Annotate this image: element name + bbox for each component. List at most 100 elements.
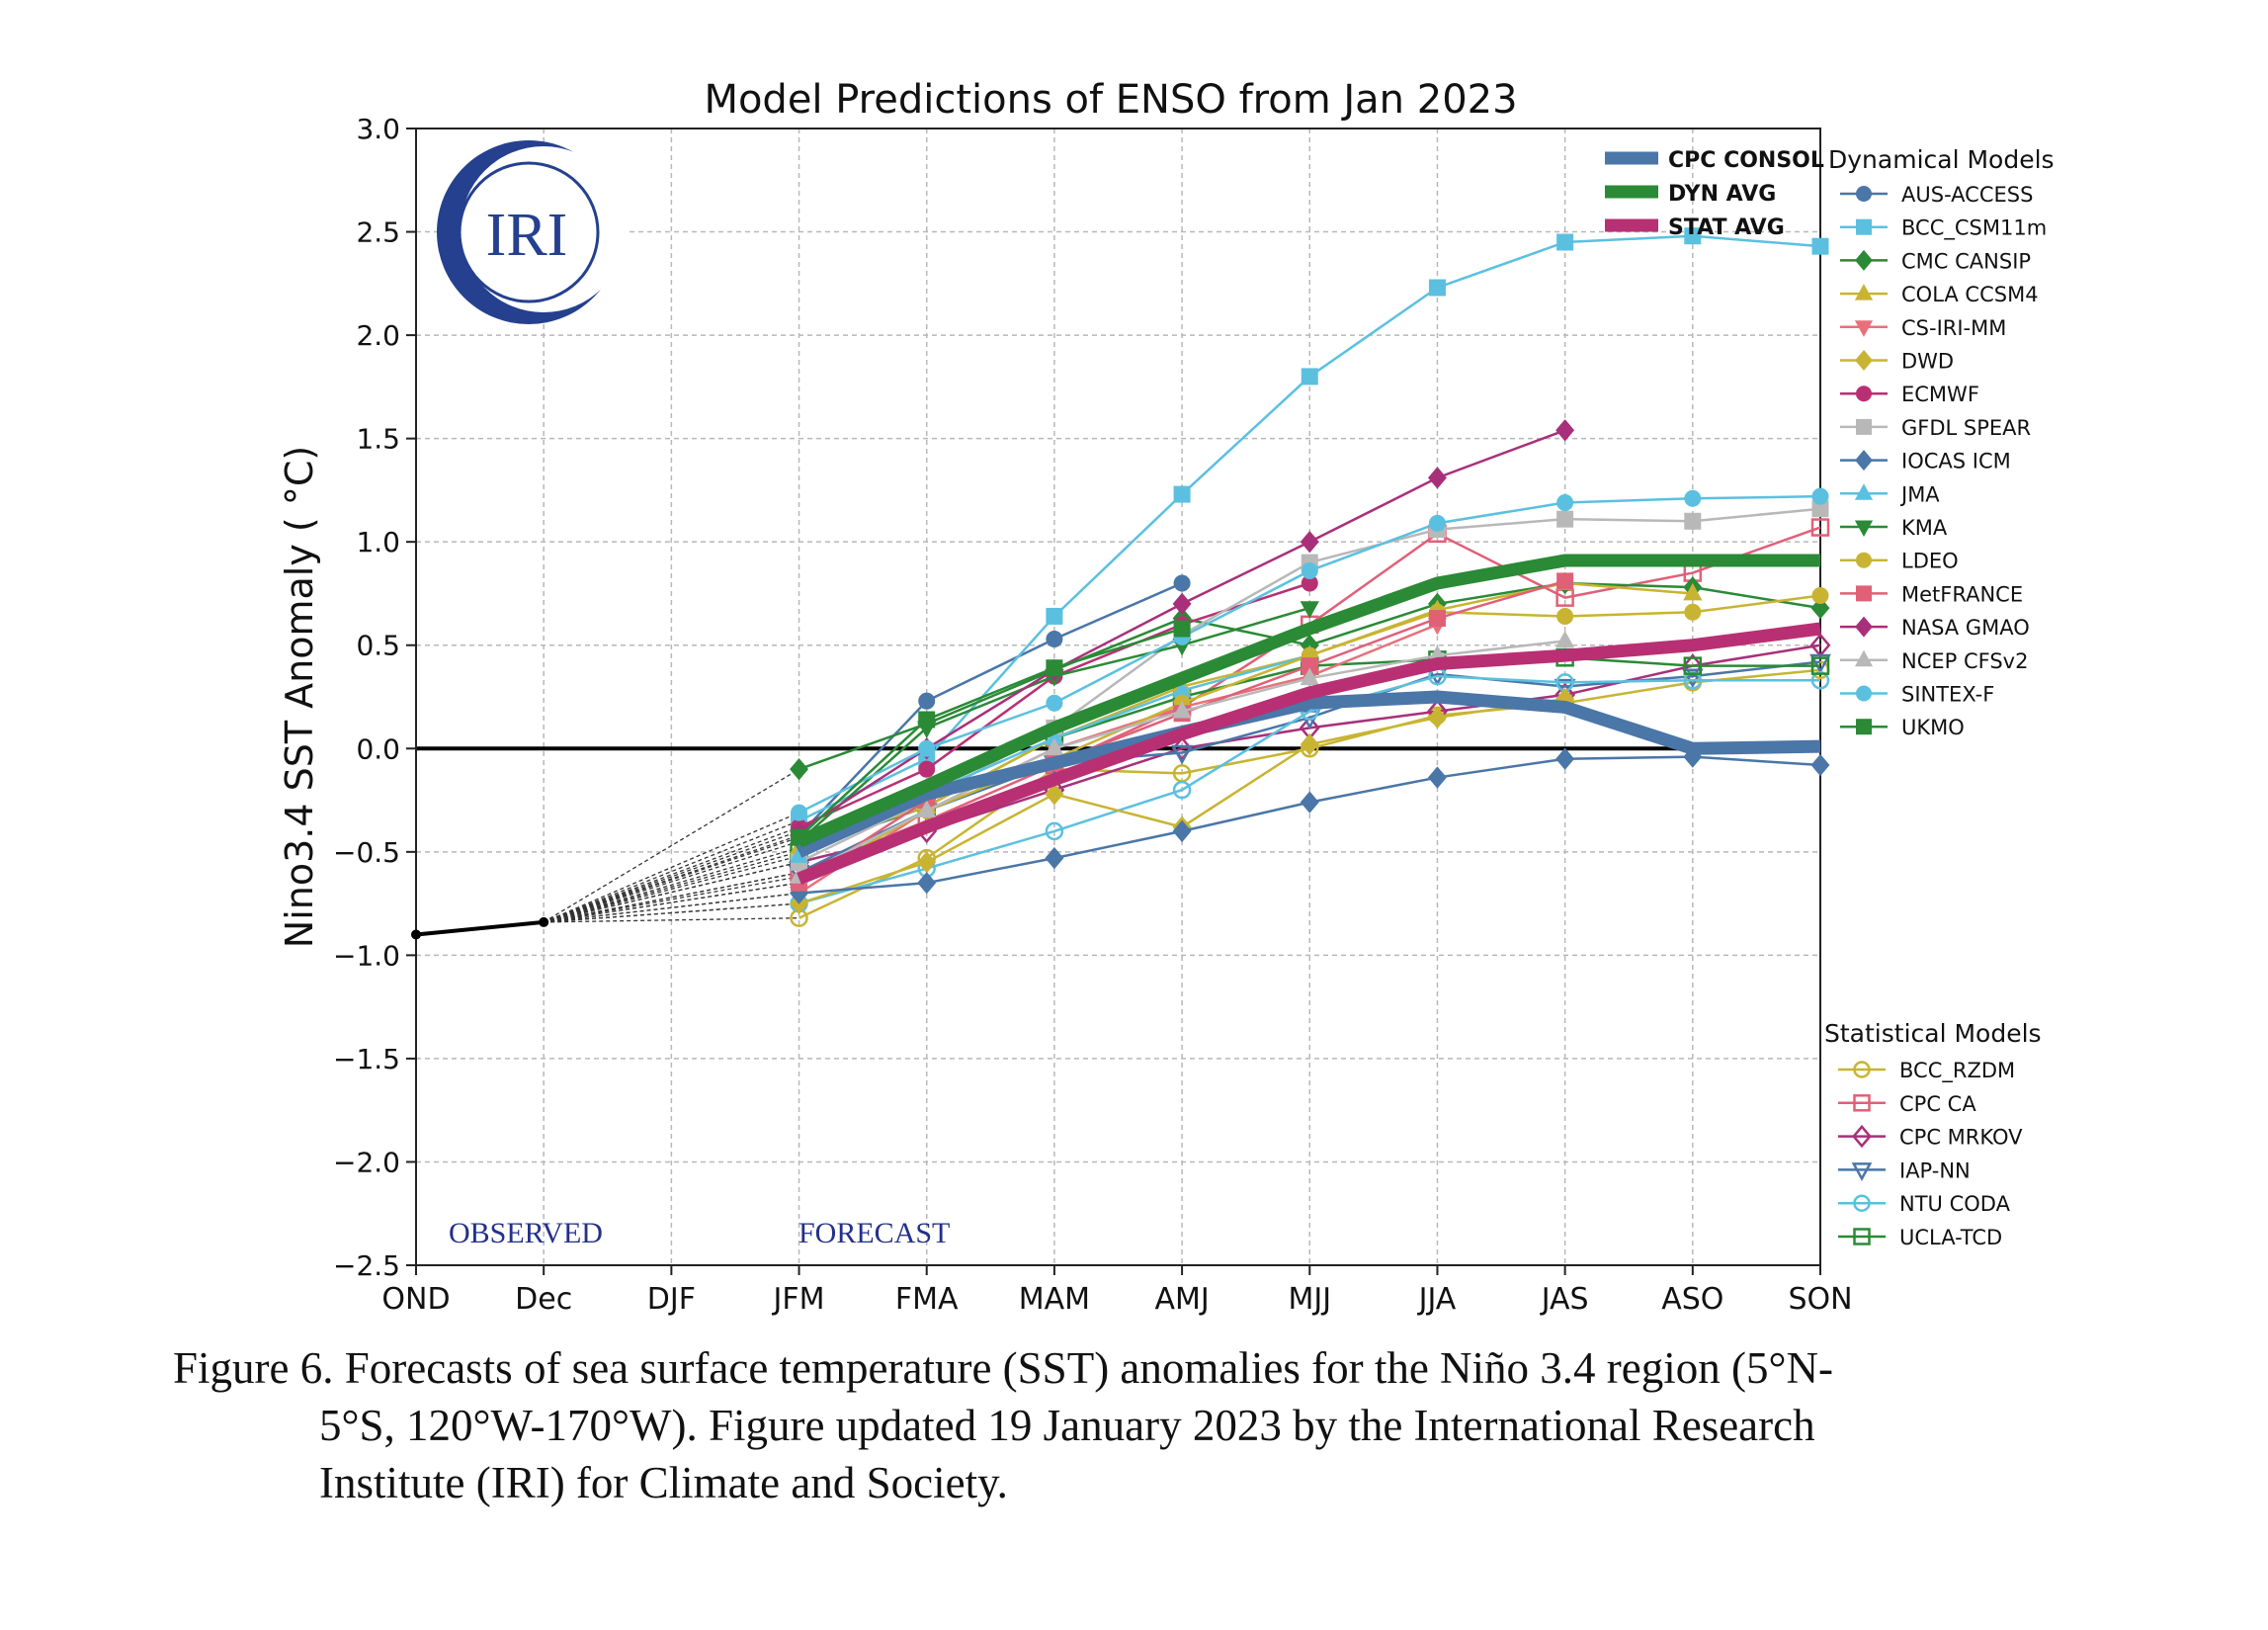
series-line-aus-access (798, 581, 1183, 836)
x-tick-label: Dec (515, 1282, 572, 1317)
legend-label-dynamical: CS-IRI-MM (1901, 316, 2006, 340)
data-point-ncep-cfsv2 (1045, 737, 1064, 756)
legend-marker (1853, 1194, 1871, 1212)
caption-line-2: 5°S, 120°W-170°W). Figure updated 19 Jan… (319, 1401, 1815, 1450)
axis-ticks: −2.5 −2.0 −1.5 −1.0 −0.5 0.0 0.5 1.0 1.5 2.0 2.5 3.… (333, 113, 1853, 1317)
legend-label-dynamical: MetFRANCE (1901, 582, 2023, 606)
y-tick-label: 0.5 (356, 630, 400, 662)
connector-line (544, 892, 799, 923)
y-tick-label: −2.5 (333, 1249, 400, 1282)
data-point-iap-nn (1809, 653, 1831, 674)
connector-line (544, 917, 799, 923)
legend: CPC CONSOL DYN AVG STAT AVG Dynamical Model… (1605, 145, 2055, 1249)
legend-label-dynamical: CMC CANSIP (1901, 249, 2031, 273)
legend-label-statistical: IAP-NN (1899, 1158, 1971, 1182)
y-axis-label: Nino3.4 SST Anomaly ( °C) (278, 446, 321, 948)
legend-marker (1854, 520, 1874, 538)
data-point-ntu-coda (1810, 671, 1830, 690)
data-point-ukmo (1173, 620, 1191, 638)
data-point-cpc-ca (1810, 518, 1830, 537)
forecast-label: FORECAST (798, 1217, 950, 1249)
series-layer (411, 227, 1831, 940)
legend-marker (1856, 418, 1872, 435)
observed-line (415, 919, 545, 937)
data-point-sintex-f (1684, 489, 1702, 507)
data-point-dwd (1300, 732, 1319, 756)
data-point-sintex-f (1811, 487, 1829, 505)
series-line-ukmo (798, 627, 1183, 839)
connector-line (543, 834, 799, 923)
data-point-ecmwf (918, 760, 936, 778)
data-point-dwd (1427, 706, 1447, 729)
legend-marker (1854, 284, 1874, 300)
data-point-iocas-icm (1427, 766, 1447, 789)
data-point-sintex-f (1046, 694, 1063, 712)
data-point-iocas-icm (1555, 747, 1575, 770)
y-tick-label: 2.0 (356, 319, 400, 352)
data-point-gfdl-spear (1556, 510, 1574, 528)
data-point-sintex-f (918, 739, 936, 757)
data-point-iap-nn (1681, 668, 1704, 689)
connector-line (544, 851, 799, 923)
connector-line (543, 768, 799, 923)
legend-label-dynamical: ECMWF (1901, 383, 1979, 406)
data-point-gfdl-spear (1684, 512, 1702, 530)
data-point-bcc-csm11m (1173, 485, 1191, 503)
y-tick-label: 1.0 (356, 526, 400, 558)
data-point-iocas-icm (1300, 791, 1319, 814)
legend-marker (1856, 552, 1872, 568)
data-point-ntu-coda (1683, 671, 1703, 690)
avg-line-dyn-avg (796, 554, 1820, 848)
x-tick-label: DJF (647, 1282, 696, 1317)
data-point-ldeo (1556, 607, 1574, 625)
legend-label-statistical: BCC_RZDM (1899, 1059, 2015, 1083)
legend-marker (1855, 450, 1873, 472)
iri-logo-text: IRI (486, 202, 568, 269)
data-point-bcc-csm11m (1428, 279, 1446, 297)
legend-label-statistical: UCLA-TCD (1899, 1226, 2002, 1249)
connector-line (543, 812, 799, 923)
data-point-bcc-csm11m (1684, 227, 1702, 245)
legend-label-avg: CPC CONSOL (1668, 148, 1824, 173)
observed-point (539, 916, 549, 927)
x-tick-label: MAM (1019, 1282, 1090, 1317)
y-tick-label: 1.5 (356, 423, 400, 456)
y-tick-label: 2.5 (356, 216, 400, 249)
legend-marker (1854, 483, 1874, 500)
legend-marker (1854, 320, 1874, 337)
data-point-nasa-gmao (1172, 592, 1192, 616)
connector-line (544, 902, 799, 923)
legend-label-dynamical: LDEO (1901, 550, 1959, 573)
data-point-sintex-f (791, 804, 808, 821)
data-point-iocas-icm (1810, 753, 1830, 777)
legend-marker (1856, 685, 1872, 702)
y-tick-label: 0.0 (356, 732, 400, 765)
data-point-ldeo (1811, 587, 1829, 605)
data-point-bcc-csm11m (1301, 368, 1318, 386)
legend-label-statistical: NTU CODA (1899, 1192, 2011, 1216)
legend-label-dynamical: UKMO (1901, 716, 1965, 739)
legend-marker (1856, 386, 1872, 402)
observed-label: OBSERVED (449, 1217, 603, 1249)
caption-line-1: Figure 6. Forecasts of sea surface tempe… (173, 1343, 1833, 1393)
data-point-bcc-csm11m (1556, 233, 1574, 251)
caption-line-3: Institute (IRI) for Climate and Society. (319, 1458, 1008, 1507)
legend-label-dynamical: BCC_CSM11m (1901, 216, 2047, 241)
data-point-cmc-cansip (790, 758, 809, 781)
data-point-kma (1300, 601, 1319, 619)
data-point-cmc-cansip (1810, 596, 1830, 620)
data-point-ncep-cfsv2 (917, 800, 937, 817)
data-point-sintex-f (1428, 514, 1446, 532)
x-tick-label: JFM (772, 1282, 825, 1317)
legend-label-dynamical: AUS-ACCESS (1901, 183, 2033, 207)
series-sintex-f (791, 487, 1829, 821)
legend-marker (1854, 649, 1874, 667)
connector-line (544, 861, 799, 923)
data-point-iocas-icm (1172, 819, 1192, 843)
legend-title-dynamical: Dynamical Models (1828, 145, 2055, 174)
x-tick-label: MJJ (1288, 1282, 1331, 1317)
legend-marker (1855, 349, 1873, 372)
legend-label-statistical: CPC CA (1899, 1092, 1976, 1116)
legend-label-dynamical: IOCAS ICM (1901, 450, 2011, 473)
legend-marker (1853, 1228, 1871, 1245)
